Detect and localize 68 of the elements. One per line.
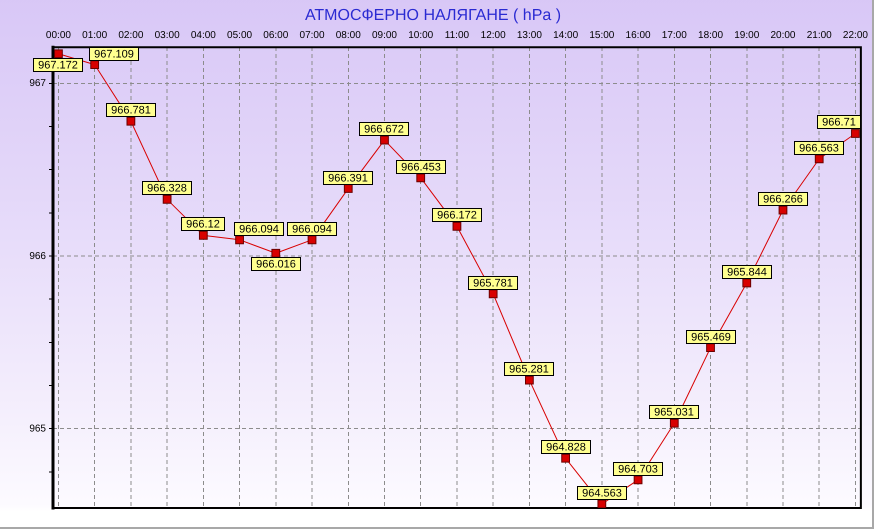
point: [308, 235, 316, 244]
data-label: 965.031: [654, 406, 694, 419]
point: [235, 235, 244, 244]
point: [561, 454, 570, 463]
point: [198, 230, 208, 240]
data-label: 966.391: [328, 172, 368, 185]
data-label: 966.172: [437, 210, 477, 222]
point: [706, 343, 715, 352]
x-tick-label: 15:00: [589, 30, 615, 41]
x-tick-label: 04:00: [190, 30, 216, 41]
point: [670, 418, 679, 428]
data-label: 964.563: [582, 488, 622, 500]
y-tick-label: 966: [29, 250, 46, 262]
x-tick-label: 00:00: [46, 30, 72, 41]
x-tick-label: 20:00: [770, 30, 796, 41]
x-tick-label: 21:00: [806, 30, 832, 41]
point: [54, 49, 63, 58]
x-tick-label: 10:00: [408, 30, 434, 41]
point: [742, 278, 752, 288]
point: [126, 116, 136, 126]
x-tick-label: 16:00: [626, 30, 652, 41]
x-tick-label: 17:00: [662, 30, 688, 41]
y-tick-label: 967: [29, 78, 46, 90]
point: [634, 475, 642, 484]
data-label: 966.453: [401, 162, 441, 174]
x-tick-label: 14:00: [553, 30, 579, 41]
x-tick-label: 05:00: [227, 30, 253, 41]
data-label: 964.828: [546, 442, 586, 454]
point: [525, 376, 534, 385]
point: [162, 195, 172, 204]
x-tick-label: 22:00: [842, 30, 868, 41]
point: [851, 129, 860, 138]
data-label: 965.844: [727, 266, 767, 279]
data-label: 965.469: [691, 332, 731, 344]
point: [814, 154, 824, 164]
y-tick-label: 965: [29, 423, 46, 434]
data-label: 964.703: [618, 464, 658, 476]
x-tick-label: 08:00: [336, 30, 362, 41]
point: [597, 500, 606, 508]
x-tick-label: 07:00: [300, 30, 325, 41]
data-label: 966.094: [292, 224, 332, 236]
x-tick-label: 18:00: [698, 30, 724, 41]
data-label: 966.781: [111, 104, 151, 117]
x-tick-label: 09:00: [372, 30, 398, 41]
x-tick-label: 03:00: [154, 30, 180, 41]
point: [380, 136, 389, 144]
data-label: 967.109: [94, 48, 134, 61]
data-label: 966.328: [147, 182, 187, 195]
x-tick-label: 13:00: [516, 30, 542, 41]
data-label: 966.016: [256, 258, 296, 271]
data-label: 966.12: [186, 218, 220, 231]
x-tick-label: 06:00: [263, 30, 289, 41]
chart-title: АТМОСФЕРНО НАЛЯГАНЕ ( hPa ): [304, 7, 562, 24]
data-label: 966.71: [822, 116, 856, 129]
data-label: 965.281: [509, 364, 549, 376]
x-tick-label: 02:00: [118, 30, 144, 41]
data-label: 966.094: [239, 224, 279, 236]
x-tick-label: 19:00: [734, 30, 760, 41]
data-label: 966.563: [799, 142, 839, 155]
data-label: 966.266: [763, 194, 803, 206]
x-tick-label: 12:00: [480, 30, 506, 41]
point: [778, 206, 788, 215]
data-label: 966.672: [364, 124, 404, 136]
x-tick-label: 01:00: [82, 30, 108, 41]
x-tick-label: 11:00: [444, 30, 470, 41]
point: [452, 222, 462, 231]
data-label: 967.172: [38, 60, 78, 72]
data-label: 965.781: [473, 278, 513, 290]
